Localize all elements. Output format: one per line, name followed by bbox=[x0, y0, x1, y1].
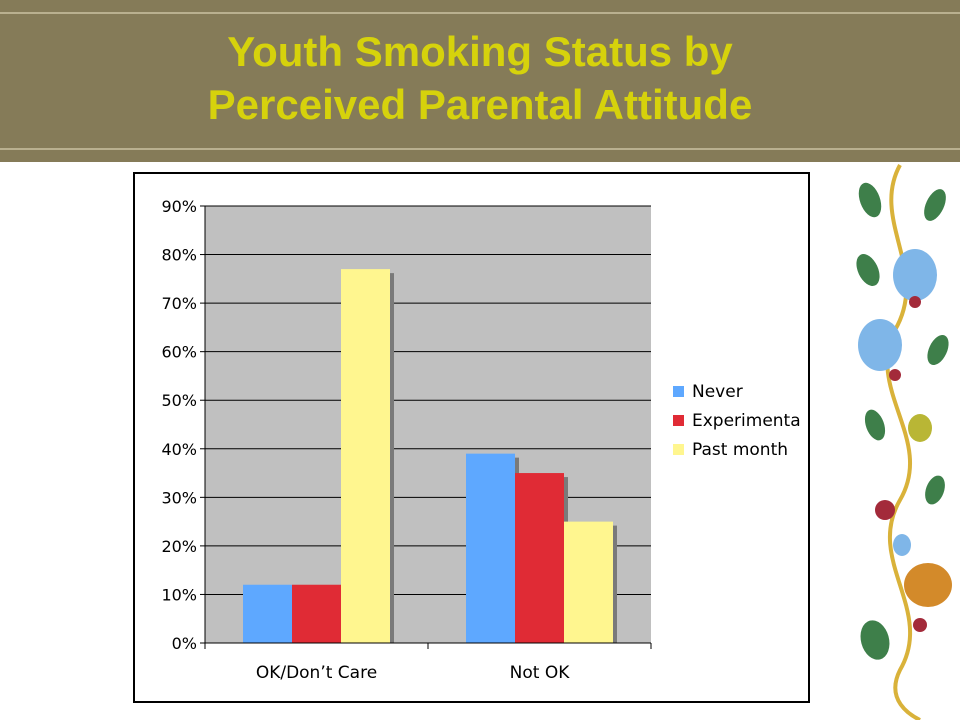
slide-title-line-2: Perceived Parental Attitude bbox=[207, 81, 753, 128]
y-tick-label: 70% bbox=[161, 294, 197, 313]
legend: Never Experimenta Past month bbox=[673, 382, 801, 460]
y-tick-label: 80% bbox=[161, 246, 197, 265]
y-tick-label: 40% bbox=[161, 440, 197, 459]
title-banner: Youth Smoking Status by Perceived Parent… bbox=[0, 0, 960, 162]
banner-top-rule bbox=[0, 12, 960, 14]
bars bbox=[243, 269, 617, 643]
gridlines bbox=[205, 205, 651, 644]
x-tick-label: OK/Don’t Care bbox=[256, 663, 377, 683]
slide-title-line-1: Youth Smoking Status by bbox=[227, 28, 733, 75]
y-tick-label: 60% bbox=[161, 343, 197, 362]
bar bbox=[515, 473, 564, 643]
bar bbox=[466, 453, 515, 643]
floral-border-decoration bbox=[856, 164, 952, 720]
legend-swatch bbox=[673, 415, 684, 426]
x-axis: OK/Don’t Care Not OK bbox=[204, 642, 652, 683]
legend-swatch bbox=[673, 386, 684, 397]
y-axis: 0% 10% 20% 30% 40% 50% 60% 70% 80% 90% bbox=[161, 197, 206, 653]
chart-frame: 0% 10% 20% 30% 40% 50% 60% 70% 80% 90% OK/Don’t C… bbox=[133, 172, 810, 703]
bar bbox=[292, 584, 341, 643]
banner-bottom-rule bbox=[0, 148, 960, 150]
y-tick-label: 20% bbox=[161, 537, 197, 556]
y-tick-label: 50% bbox=[161, 391, 197, 410]
y-tick-label: 10% bbox=[161, 585, 197, 604]
legend-label: Experimenta bbox=[692, 411, 801, 431]
y-tick-label: 0% bbox=[172, 634, 197, 653]
legend-label: Past month bbox=[692, 440, 788, 460]
bar bbox=[341, 269, 390, 643]
legend-swatch bbox=[673, 444, 684, 455]
y-tick-label: 90% bbox=[161, 197, 197, 216]
y-tick-label: 30% bbox=[161, 488, 197, 507]
bar bbox=[243, 584, 292, 643]
x-tick-label: Not OK bbox=[510, 663, 571, 683]
legend-label: Never bbox=[692, 382, 743, 402]
bar-chart: 0% 10% 20% 30% 40% 50% 60% 70% 80% 90% OK/Don’t C… bbox=[161, 197, 801, 683]
bar bbox=[564, 521, 613, 643]
